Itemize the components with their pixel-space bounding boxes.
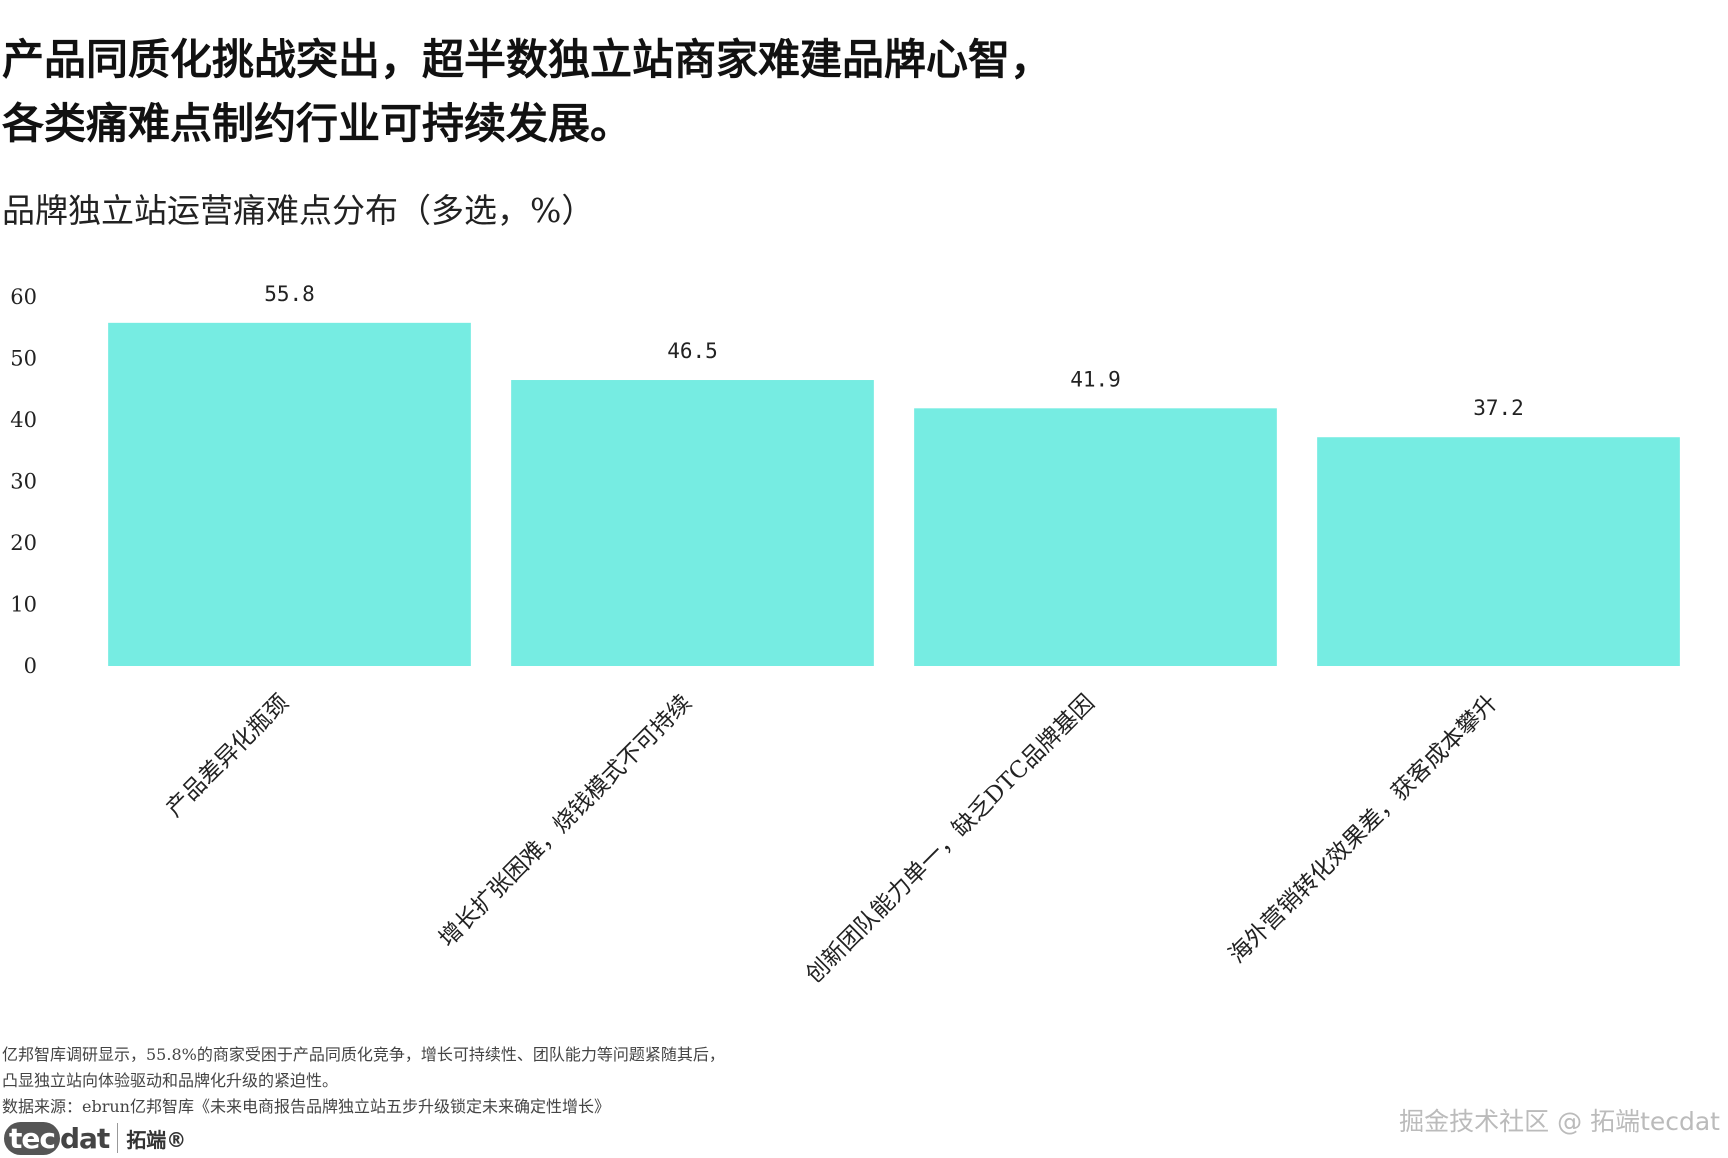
footnote-line-2: 凸显独立站向体验驱动和品牌化升级的紧迫性。 bbox=[2, 1071, 339, 1090]
headline-line-2: 各类痛难点制约行业可持续发展。 bbox=[2, 99, 633, 148]
bar bbox=[914, 408, 1277, 666]
logo-dat: dat bbox=[59, 1121, 110, 1155]
data-label: 37.2 bbox=[1473, 396, 1524, 420]
logo-chinese: 拓端® bbox=[126, 1127, 187, 1152]
logo-wordmark: tec dat bbox=[4, 1121, 110, 1155]
headline-line-1: 产品同质化挑战突出，超半数独立站商家难建品牌心智， bbox=[2, 35, 1053, 84]
chart-title: 品牌独立站运营痛难点分布（多选，%） bbox=[2, 191, 595, 230]
bar bbox=[511, 380, 874, 666]
bar-chart: 0 10 20 30 40 50 60 55.8 产品差异化瓶颈 46.5 增长扩张困难，烧钱模式不… bbox=[10, 282, 1680, 989]
y-tick-label: 30 bbox=[10, 470, 37, 494]
y-tick-label: 40 bbox=[10, 408, 37, 432]
y-tick-label: 60 bbox=[10, 285, 37, 309]
data-label: 55.8 bbox=[264, 282, 315, 306]
y-tick-label: 10 bbox=[10, 593, 37, 617]
bar bbox=[1317, 437, 1680, 666]
y-tick-label: 50 bbox=[10, 347, 37, 371]
headline: 产品同质化挑战突出，超半数独立站商家难建品牌心智， 各类痛难点制约行业可持续发展… bbox=[2, 28, 1052, 156]
logo-divider bbox=[117, 1123, 119, 1153]
y-tick-label: 0 bbox=[24, 654, 37, 678]
x-tick-label: 产品差异化瓶颈 bbox=[162, 690, 294, 822]
bar bbox=[108, 322, 471, 666]
logo-tec: tec bbox=[4, 1121, 60, 1155]
x-tick-label: 创新团队能力单一，缺乏DTC品牌基因 bbox=[801, 690, 1100, 989]
tecdat-logo: tec dat 拓端® bbox=[4, 1118, 186, 1158]
y-tick-label: 20 bbox=[10, 531, 37, 555]
x-tick-label: 增长扩张困难，烧钱模式不可持续 bbox=[434, 690, 696, 952]
footnote-line-1: 亿邦智库调研显示，55.8%的商家受困于产品同质化竞争，增长可持续性、团队能力等… bbox=[2, 1045, 725, 1064]
data-label: 41.9 bbox=[1070, 367, 1121, 391]
data-label: 46.5 bbox=[667, 339, 718, 363]
data-source: 数据来源：ebrun亿邦智库《未来电商报告品牌独立站五步升级锁定未来确定性增长》 bbox=[2, 1097, 610, 1116]
footnote: 亿邦智库调研显示，55.8%的商家受困于产品同质化竞争，增长可持续性、团队能力等… bbox=[2, 1042, 725, 1120]
x-tick-label: 海外营销转化效果差，获客成本攀升 bbox=[1224, 690, 1503, 969]
watermark: 掘金技术社区 @ 拓端tecdat bbox=[1399, 1107, 1720, 1136]
